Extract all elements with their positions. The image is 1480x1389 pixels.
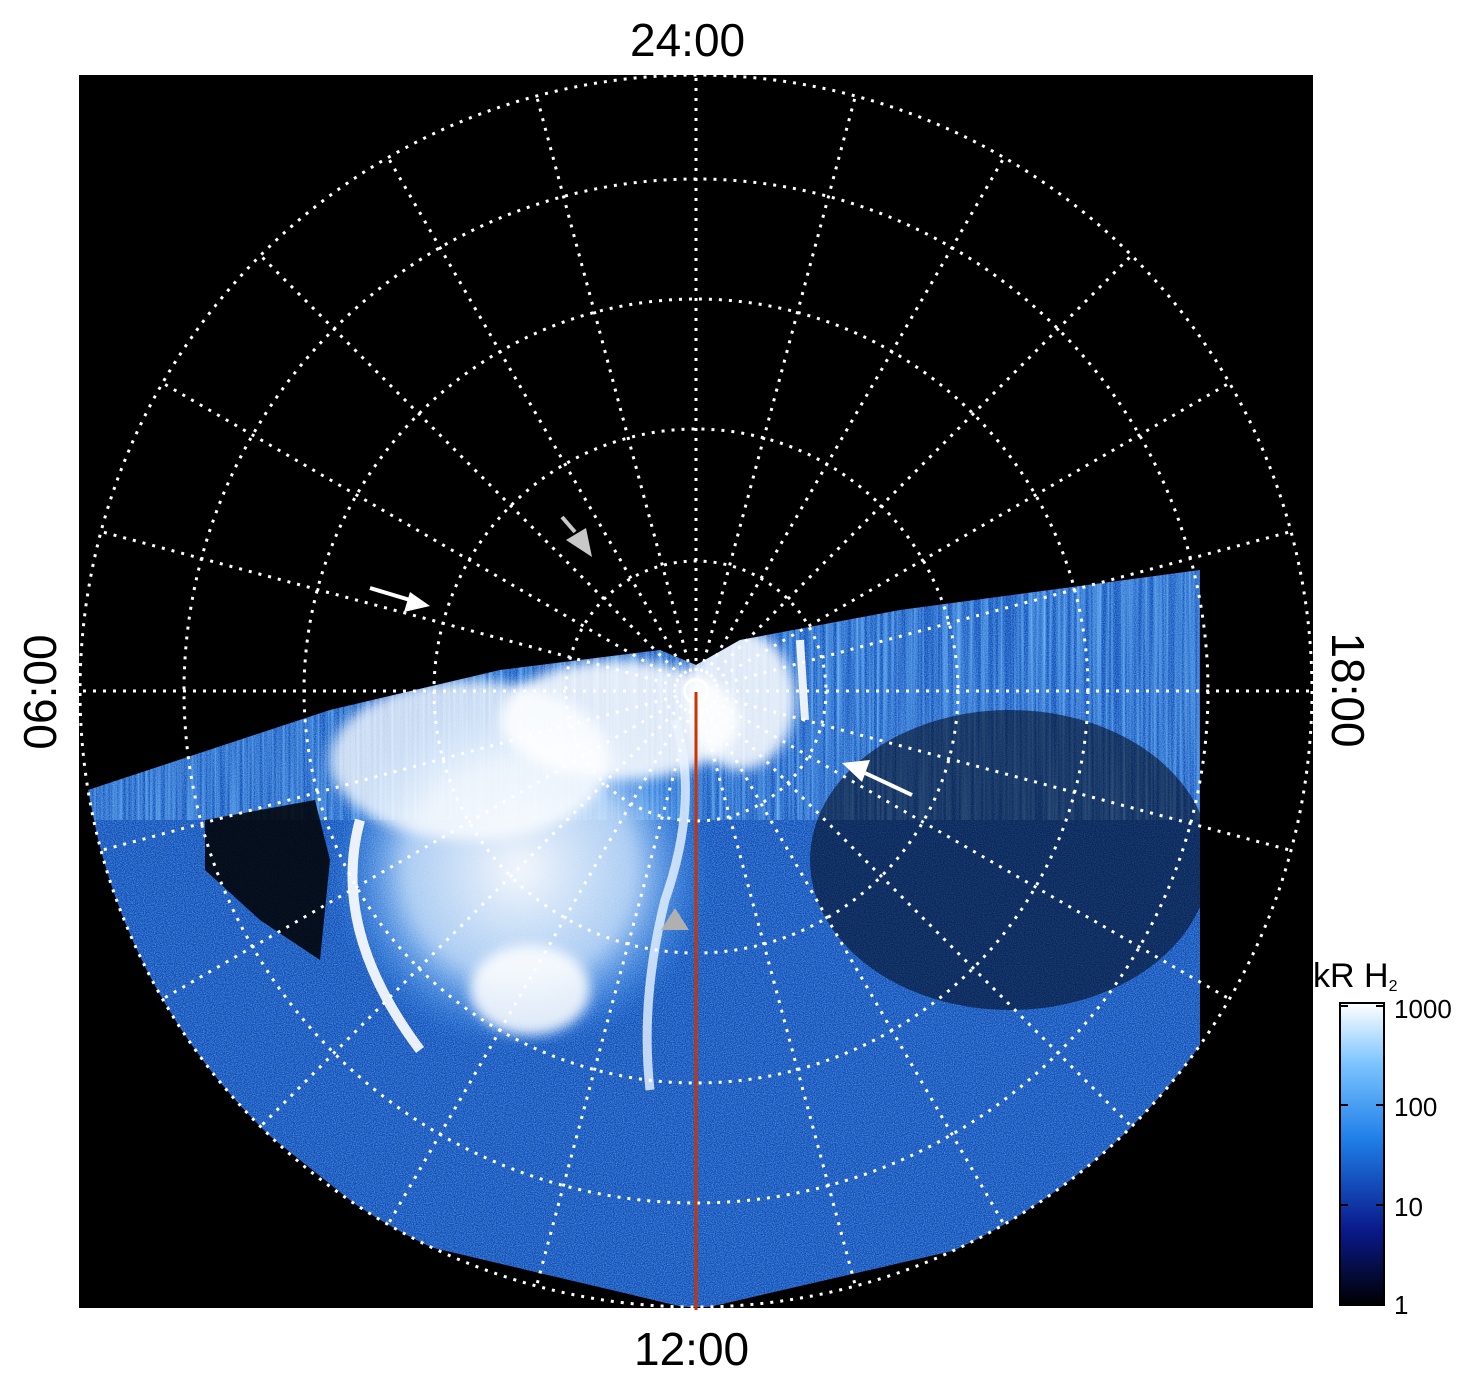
grid-spoke: [161, 689, 697, 1001]
grid-spoke: [386, 156, 698, 692]
grid-spoke: [535, 95, 698, 692]
dawn-label: 06:00: [14, 634, 66, 750]
midnight-label: 24:00: [630, 14, 746, 66]
grid-spoke: [535, 690, 698, 1287]
noon-label: 12:00: [634, 1323, 750, 1375]
grid-spoke: [259, 689, 698, 1128]
colorbar-tick-1000: 1000: [1394, 994, 1452, 1024]
grid-spoke: [694, 689, 1133, 1128]
grid-spoke: [694, 254, 1133, 693]
colorbar: [1339, 1002, 1385, 1306]
grid-spoke: [694, 95, 857, 692]
colorbar-title: kR H2: [1313, 957, 1397, 996]
polar-grid: [79, 75, 1313, 1308]
grid-circle: [79, 75, 1313, 1308]
grid-spoke: [694, 690, 1006, 1226]
colorbar-gradient: [1339, 1002, 1385, 1306]
gray-arrow-midnight: [560, 515, 592, 557]
colorbar-tick-10: 10: [1394, 1192, 1423, 1222]
white-arrow-dusk: [842, 760, 913, 797]
gray-arrow-noon: [661, 908, 689, 930]
colorbar-tick-1: 1: [1394, 1290, 1409, 1320]
grid-spoke: [695, 689, 1292, 852]
grid-spoke: [161, 381, 697, 693]
grid-spoke: [695, 381, 1231, 693]
grid-spoke: [695, 530, 1292, 693]
white-arrow-dawn: [369, 586, 430, 612]
dusk-label: 18:00: [1322, 632, 1374, 748]
colorbar-title-main: kR H: [1313, 957, 1389, 995]
grid-spoke: [694, 156, 1006, 692]
grid-spoke: [259, 254, 698, 693]
grid-spoke: [695, 689, 1231, 1001]
colorbar-title-subscript: 2: [1388, 978, 1398, 995]
colorbar-tick-100: 100: [1394, 1092, 1438, 1122]
grid-spoke: [386, 690, 698, 1226]
colorbar-ticks: [1340, 1005, 1384, 1304]
grid-spoke: [100, 530, 697, 693]
grid-spoke: [100, 689, 697, 852]
grid-spoke: [694, 690, 857, 1287]
